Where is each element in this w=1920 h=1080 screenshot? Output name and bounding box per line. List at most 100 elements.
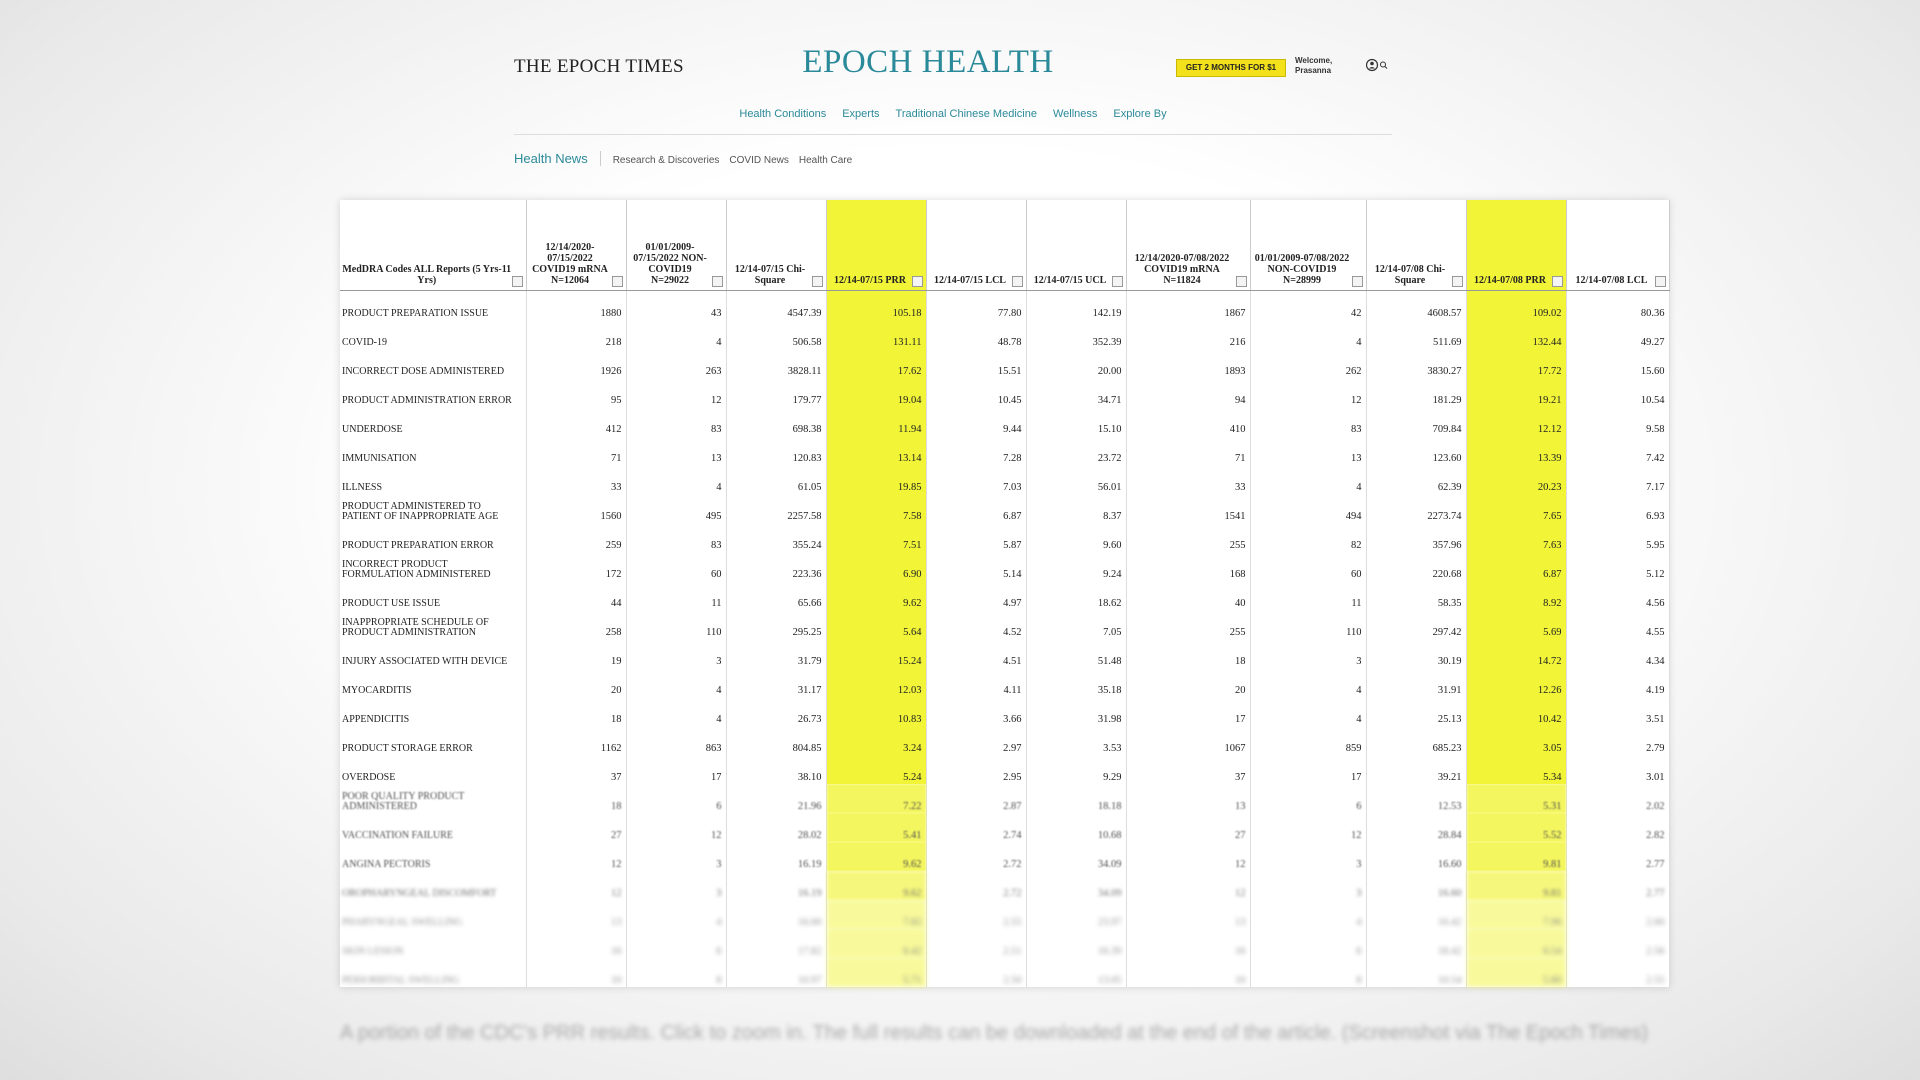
cell: 7.51 — [826, 523, 927, 552]
subnav-link[interactable]: COVID News — [729, 155, 789, 166]
cell: 9.81 — [1466, 871, 1567, 900]
cell: 20.00 — [1026, 349, 1127, 378]
table-row: APPENDICITIS 18 4 26.73 10.83 3.66 31.98 17 4 25.… — [340, 697, 1670, 726]
column-header: 12/14-07/08 Chi-Square — [1366, 200, 1467, 291]
table-row: INJURY ASSOCIATED WITH DEVICE 19 3 31.79 15.… — [340, 639, 1670, 668]
cell: 12 — [1126, 842, 1251, 871]
subnav-link[interactable]: Health Care — [798, 155, 853, 166]
cell: 13 — [526, 900, 627, 929]
cell: 21.96 — [726, 784, 827, 813]
row-label: PRODUCT ADMINISTERED TO PATIENT OF INAPP… — [340, 494, 527, 523]
filter-dropdown[interactable] — [1551, 276, 1563, 287]
cell: 4.55 — [1566, 610, 1670, 639]
row-label: ANGINA PECTORIS — [340, 842, 527, 871]
cell: 2.77 — [1566, 842, 1670, 871]
cell: 495 — [626, 494, 727, 523]
cell: 12 — [526, 842, 627, 871]
filter-dropdown[interactable] — [811, 276, 823, 287]
cell: 9.62 — [826, 842, 927, 871]
cell: 2.60 — [1566, 900, 1670, 929]
cell: 3 — [1250, 639, 1367, 668]
prr-table: MedDRA Codes ALL Reports (5 Yrs-11 Yrs) 1… — [340, 200, 1670, 987]
cell: 82 — [1250, 523, 1367, 552]
nav-link[interactable]: Wellness — [1052, 108, 1098, 120]
row-label: INAPPROPRIATE SCHEDULE OF PRODUCT ADMINI… — [340, 610, 527, 639]
cell: 31.79 — [726, 639, 827, 668]
cell: 1880 — [526, 290, 627, 320]
section-title[interactable]: EPOCH HEALTH — [802, 44, 1054, 80]
column-header: 12/14/2020-07/15/2022 COVID19 mRNA N=120… — [526, 200, 627, 291]
row-label: PERIORBITAL SWELLING — [340, 958, 527, 987]
welcome[interactable]: Welcome, Prasanna — [1295, 56, 1333, 75]
cell: 16.42 — [1366, 900, 1467, 929]
nav-link[interactable]: Experts — [842, 108, 880, 120]
cell: 15.60 — [1566, 349, 1670, 378]
table-image[interactable]: MedDRA Codes ALL Reports (5 Yrs-11 Yrs) 1… — [340, 200, 1670, 987]
filter-dropdown[interactable] — [711, 276, 723, 287]
filter-dropdown[interactable] — [611, 276, 623, 287]
cell: 2.55 — [1566, 958, 1670, 987]
row-label: SKIN LESION — [340, 929, 527, 958]
subnav-link[interactable]: Health News — [514, 151, 601, 166]
filter-dropdown[interactable] — [511, 276, 523, 287]
row-label: PRODUCT USE ISSUE — [340, 581, 527, 610]
header-row: MedDRA Codes ALL Reports (5 Yrs-11 Yrs) 1… — [340, 200, 1670, 291]
cell: 7.63 — [1466, 523, 1567, 552]
nav: Health Conditions Experts Traditional Chin… — [514, 108, 1392, 120]
nav-link[interactable]: Traditional Chinese Medicine — [895, 108, 1037, 120]
cell: 27 — [1126, 813, 1251, 842]
cell: 15.24 — [826, 639, 927, 668]
cell: 12.26 — [1466, 668, 1567, 697]
nav-link[interactable]: Explore By — [1113, 108, 1167, 120]
cell: 27 — [526, 813, 627, 842]
cell: 42 — [1250, 290, 1367, 320]
table-row: PRODUCT STORAGE ERROR 1162 863 804.85 3.24 2.… — [340, 726, 1670, 755]
cell: 65.66 — [726, 581, 827, 610]
nav-link[interactable]: Health Conditions — [739, 108, 827, 120]
filter-dropdown[interactable] — [1351, 276, 1363, 287]
cell: 6.42 — [826, 929, 927, 958]
cell: 2257.58 — [726, 494, 827, 523]
cell: 7.03 — [926, 465, 1027, 494]
cell: 220.68 — [1366, 552, 1467, 581]
cell: 5.87 — [926, 523, 1027, 552]
table-row: PRODUCT USE ISSUE 44 11 65.66 9.62 4.97 18.62 4… — [340, 581, 1670, 610]
cell: 3.53 — [1026, 726, 1127, 755]
column-header: 12/14-07/15 PRR — [826, 200, 927, 291]
cell: 1162 — [526, 726, 627, 755]
subnav-link[interactable]: Research & Discoveries — [612, 155, 720, 166]
cell: 255 — [1126, 523, 1251, 552]
cell: 23.97 — [1026, 900, 1127, 929]
cell: 19.85 — [826, 465, 927, 494]
cell: 51.48 — [1026, 639, 1127, 668]
table-row: PRODUCT PREPARATION ERROR 259 83 355.24 7.51… — [340, 523, 1670, 552]
cell: 15.10 — [1026, 407, 1127, 436]
cell: 709.84 — [1366, 407, 1467, 436]
brand[interactable]: THE EPOCH TIMES — [514, 56, 684, 77]
cell: 12.12 — [1466, 407, 1567, 436]
cell: 44 — [526, 581, 627, 610]
filter-dropdown[interactable] — [911, 276, 923, 287]
cell: 16 — [526, 929, 627, 958]
table-row: PRODUCT PREPARATION ISSUE 1880 43 4547.39 10… — [340, 290, 1670, 320]
column-header: 12/14-07/08 LCL — [1566, 200, 1670, 291]
user-icons[interactable] — [1366, 58, 1390, 72]
cell: 48.78 — [926, 320, 1027, 349]
cell: 494 — [1250, 494, 1367, 523]
cell: 3.05 — [1466, 726, 1567, 755]
promo-button[interactable]: GET 2 MONTHS FOR $1 — [1176, 59, 1286, 77]
cell: 352.39 — [1026, 320, 1127, 349]
cell: 5.14 — [926, 552, 1027, 581]
filter-dropdown[interactable] — [1111, 276, 1123, 287]
cell: 110 — [1250, 610, 1367, 639]
cell: 9.60 — [1026, 523, 1127, 552]
filter-dropdown[interactable] — [1235, 276, 1247, 287]
cell: 13 — [1126, 784, 1251, 813]
filter-dropdown[interactable] — [1451, 276, 1463, 287]
cell: 12 — [1250, 813, 1367, 842]
filter-dropdown[interactable] — [1654, 276, 1666, 287]
filter-dropdown[interactable] — [1011, 276, 1023, 287]
table-row: PHARYNGEAL SWELLING 13 4 16.00 7.82 2.55 23.97… — [340, 900, 1670, 929]
cell: 16.60 — [1366, 842, 1467, 871]
cell: 295.25 — [726, 610, 827, 639]
